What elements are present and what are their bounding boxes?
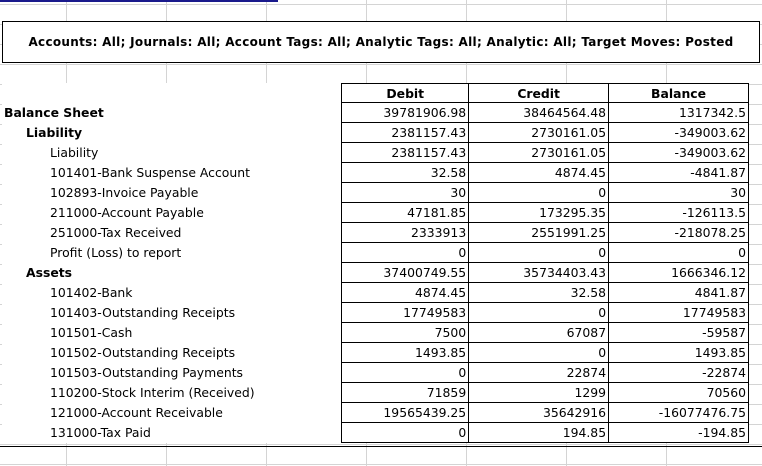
row-debit[interactable]: 17749583	[341, 302, 470, 323]
row-label[interactable]: 131000-Tax Paid	[50, 425, 151, 440]
row-debit[interactable]: 71859	[341, 382, 470, 403]
row-debit[interactable]: 1493.85	[341, 342, 470, 363]
row-balance[interactable]: -126113.5	[608, 202, 749, 223]
row-balance[interactable]: 1493.85	[608, 342, 749, 363]
row-balance[interactable]: 1317342.5	[608, 102, 749, 123]
balance-sheet-table: Debit Credit Balance Balance Sheet 397819…	[2, 83, 749, 443]
table-row: 101401-Bank Suspense Account 32.58 4874.45…	[2, 162, 749, 183]
row-debit[interactable]: 19565439.25	[341, 402, 470, 423]
row-balance[interactable]: -218078.25	[608, 222, 749, 243]
row-label[interactable]: 101501-Cash	[50, 325, 133, 340]
table-row: 101502-Outstanding Receipts 1493.85 0 1493.…	[2, 342, 749, 363]
row-balance[interactable]: -22874	[608, 362, 749, 383]
table-row: 101501-Cash 7500 67087 -59587	[2, 322, 749, 343]
row-credit[interactable]: 2730161.05	[468, 142, 610, 163]
row-debit[interactable]: 4874.45	[341, 282, 470, 303]
row-debit[interactable]: 2381157.43	[341, 122, 470, 143]
row-label[interactable]: 101402-Bank	[50, 285, 133, 300]
table-row: 110200-Stock Interim (Received) 71859 1299…	[2, 382, 749, 403]
row-label[interactable]: Liability	[26, 125, 83, 140]
row-label[interactable]: 110200-Stock Interim (Received)	[50, 385, 255, 400]
header-debit: Debit	[341, 83, 470, 103]
row-credit[interactable]: 22874	[468, 362, 610, 383]
row-label[interactable]: 121000-Account Receivable	[50, 405, 223, 420]
row-balance[interactable]: 30	[608, 182, 749, 203]
row-credit[interactable]: 35642916	[468, 402, 610, 423]
table-row: 211000-Account Payable 47181.85 173295.35-…	[2, 202, 749, 223]
header-blank	[2, 84, 342, 103]
row-balance[interactable]: -16077476.75	[608, 402, 749, 423]
row-label[interactable]: 101403-Outstanding Receipts	[50, 305, 236, 320]
row-credit[interactable]: 67087	[468, 322, 610, 343]
report-filter-header: Accounts: All; Journals: All; Account Ta…	[2, 21, 760, 63]
row-debit[interactable]: 47181.85	[341, 202, 470, 223]
row-credit[interactable]: 38464564.48	[468, 102, 610, 123]
row-label[interactable]: 101503-Outstanding Payments	[50, 365, 244, 380]
row-balance[interactable]: -349003.62	[608, 122, 749, 143]
table-row: 101402-Bank 4874.45 32.58 4841.87	[2, 282, 749, 303]
row-debit[interactable]: 0	[341, 362, 470, 383]
row-label[interactable]: 101502-Outstanding Receipts	[50, 345, 236, 360]
table-row: Liability 2381157.43 2730161.05 -349003.62	[2, 142, 749, 163]
row-credit[interactable]: 0	[468, 242, 610, 263]
row-balance[interactable]: 70560	[608, 382, 749, 403]
row-debit[interactable]: 39781906.98	[341, 102, 470, 123]
row-credit[interactable]: 2730161.05	[468, 122, 610, 143]
row-balance[interactable]: 1666346.12	[608, 262, 749, 283]
row-label[interactable]: 211000-Account Payable	[50, 205, 204, 220]
row-label[interactable]: 251000-Tax Received	[50, 225, 182, 240]
row-label[interactable]: Profit (Loss) to report	[50, 245, 182, 260]
row-debit[interactable]: 7500	[341, 322, 470, 343]
row-credit[interactable]: 0	[468, 302, 610, 323]
row-debit[interactable]: 0	[341, 242, 470, 263]
sheet-bottom-rule	[0, 446, 762, 447]
row-label[interactable]: 101401-Bank Suspense Account	[50, 165, 250, 180]
row-label[interactable]: 102893-Invoice Payable	[50, 185, 199, 200]
row-debit[interactable]: 32.58	[341, 162, 470, 183]
row-balance[interactable]: 0	[608, 242, 749, 263]
row-credit[interactable]: 2551991.25	[468, 222, 610, 243]
row-credit[interactable]: 194.85	[468, 422, 610, 443]
row-debit[interactable]: 37400749.55	[341, 262, 470, 283]
row-balance[interactable]: -349003.62	[608, 142, 749, 163]
row-label[interactable]: Balance Sheet	[4, 105, 104, 120]
row-debit[interactable]: 30	[341, 182, 470, 203]
header-credit: Credit	[468, 83, 610, 103]
filter-text: Accounts: All; Journals: All; Account Ta…	[28, 34, 734, 49]
table-row: Profit (Loss) to report 0 0 0	[2, 242, 749, 263]
row-credit[interactable]: 0	[468, 182, 610, 203]
table-row: 102893-Invoice Payable 30 0 30	[2, 182, 749, 203]
row-debit[interactable]: 2333913	[341, 222, 470, 243]
selection-bar	[0, 0, 278, 2]
row-label[interactable]: Liability	[50, 145, 99, 160]
row-debit[interactable]: 2381157.43	[341, 142, 470, 163]
table-row: 101403-Outstanding Receipts 17749583 0 1774…	[2, 302, 749, 323]
row-balance[interactable]: -194.85	[608, 422, 749, 443]
row-label[interactable]: Assets	[26, 265, 73, 280]
table-row: Liability 2381157.43 2730161.05 -349003.62	[2, 122, 749, 143]
row-balance[interactable]: 4841.87	[608, 282, 749, 303]
row-balance[interactable]: -4841.87	[608, 162, 749, 183]
table-row: Assets 37400749.55 35734403.43 1666346.12	[2, 262, 749, 283]
table-row: Balance Sheet 39781906.98 38464564.48 13173…	[2, 102, 749, 123]
table-header-row: Debit Credit Balance	[2, 83, 749, 103]
row-credit[interactable]: 32.58	[468, 282, 610, 303]
table-row: 251000-Tax Received 2333913 2551991.25 -218…	[2, 222, 749, 243]
row-credit[interactable]: 35734403.43	[468, 262, 610, 283]
row-credit[interactable]: 1299	[468, 382, 610, 403]
row-balance[interactable]: -59587	[608, 322, 749, 343]
row-credit[interactable]: 173295.35	[468, 202, 610, 223]
row-credit[interactable]: 0	[468, 342, 610, 363]
row-debit[interactable]: 0	[341, 422, 470, 443]
row-credit[interactable]: 4874.45	[468, 162, 610, 183]
table-row: 101503-Outstanding Payments 0 22874 -22874	[2, 362, 749, 383]
table-row: 121000-Account Receivable 19565439.25 3564…	[2, 402, 749, 423]
header-balance: Balance	[608, 83, 749, 103]
table-row: 131000-Tax Paid 0 194.85 -194.85	[2, 422, 749, 443]
row-balance[interactable]: 17749583	[608, 302, 749, 323]
